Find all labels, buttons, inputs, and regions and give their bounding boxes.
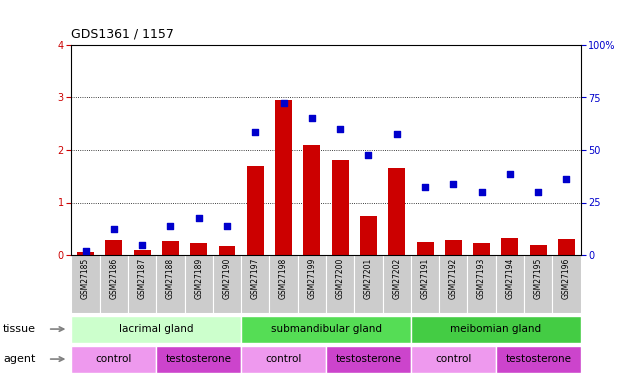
Point <box>222 223 232 229</box>
Text: agent: agent <box>3 354 35 364</box>
Bar <box>71 316 241 343</box>
Text: testosterone: testosterone <box>335 354 401 364</box>
Text: GSM27186: GSM27186 <box>109 258 119 299</box>
Point <box>165 223 175 229</box>
Bar <box>326 346 411 372</box>
Bar <box>417 242 433 255</box>
Bar <box>241 255 270 313</box>
Bar <box>411 316 581 343</box>
Bar <box>304 145 320 255</box>
Bar <box>190 243 207 255</box>
Text: submandibular gland: submandibular gland <box>271 324 381 334</box>
Point <box>363 152 373 158</box>
Text: GSM27191: GSM27191 <box>420 258 430 299</box>
Bar <box>326 255 355 313</box>
Text: control: control <box>265 354 302 364</box>
Point <box>448 181 458 187</box>
Bar <box>162 241 179 255</box>
Bar <box>128 255 156 313</box>
Bar <box>219 246 235 255</box>
Bar <box>71 255 100 313</box>
Bar <box>411 255 439 313</box>
Bar <box>184 255 213 313</box>
Bar <box>270 255 297 313</box>
Text: GSM27202: GSM27202 <box>392 258 401 299</box>
Bar <box>332 160 348 255</box>
Text: GSM27197: GSM27197 <box>251 258 260 299</box>
Point <box>505 171 515 177</box>
Text: GSM27199: GSM27199 <box>307 258 316 299</box>
Text: lacrimal gland: lacrimal gland <box>119 324 194 334</box>
Point <box>533 189 543 195</box>
Bar <box>71 346 156 372</box>
Point <box>137 242 147 248</box>
Text: GSM27193: GSM27193 <box>477 258 486 299</box>
Bar <box>156 255 184 313</box>
Bar <box>501 238 519 255</box>
Text: GSM27190: GSM27190 <box>222 258 232 299</box>
Point <box>250 129 260 135</box>
Bar <box>156 346 241 372</box>
Point <box>392 131 402 137</box>
Bar <box>100 255 128 313</box>
Bar <box>77 252 94 255</box>
Bar <box>388 168 406 255</box>
Text: GSM27201: GSM27201 <box>364 258 373 299</box>
Bar <box>558 239 575 255</box>
Point <box>81 248 91 254</box>
Text: GSM27195: GSM27195 <box>533 258 543 299</box>
Text: GSM27194: GSM27194 <box>505 258 514 299</box>
Text: testosterone: testosterone <box>166 354 232 364</box>
Text: GSM27188: GSM27188 <box>166 258 175 299</box>
Bar <box>355 255 383 313</box>
Text: control: control <box>96 354 132 364</box>
Bar <box>275 100 292 255</box>
Text: GSM27192: GSM27192 <box>449 258 458 299</box>
Bar <box>530 244 546 255</box>
Bar <box>524 255 552 313</box>
Bar <box>134 250 151 255</box>
Bar <box>552 255 581 313</box>
Text: GSM27185: GSM27185 <box>81 258 90 299</box>
Bar <box>213 255 241 313</box>
Text: control: control <box>435 354 471 364</box>
Bar <box>383 255 411 313</box>
Point <box>420 184 430 190</box>
Bar <box>297 255 326 313</box>
Text: testosterone: testosterone <box>505 354 571 364</box>
Text: GSM27200: GSM27200 <box>336 258 345 299</box>
Bar <box>496 346 581 372</box>
Text: tissue: tissue <box>3 324 36 334</box>
Bar <box>360 216 377 255</box>
Bar <box>445 240 462 255</box>
Point <box>307 116 317 122</box>
Bar <box>247 166 264 255</box>
Point <box>279 100 289 106</box>
Point <box>194 215 204 221</box>
Point <box>561 176 571 182</box>
Bar <box>411 346 496 372</box>
Bar <box>473 243 490 255</box>
Text: meibomian gland: meibomian gland <box>450 324 542 334</box>
Bar <box>241 346 326 372</box>
Bar <box>439 255 468 313</box>
Text: GSM27189: GSM27189 <box>194 258 203 299</box>
Text: GSM27187: GSM27187 <box>138 258 147 299</box>
Point <box>477 189 487 195</box>
Point <box>109 226 119 232</box>
Point <box>335 126 345 132</box>
Bar <box>241 316 411 343</box>
Text: GDS1361 / 1157: GDS1361 / 1157 <box>71 27 175 40</box>
Text: GSM27196: GSM27196 <box>562 258 571 299</box>
Bar <box>468 255 496 313</box>
Bar <box>106 240 122 255</box>
Text: GSM27198: GSM27198 <box>279 258 288 299</box>
Bar <box>496 255 524 313</box>
